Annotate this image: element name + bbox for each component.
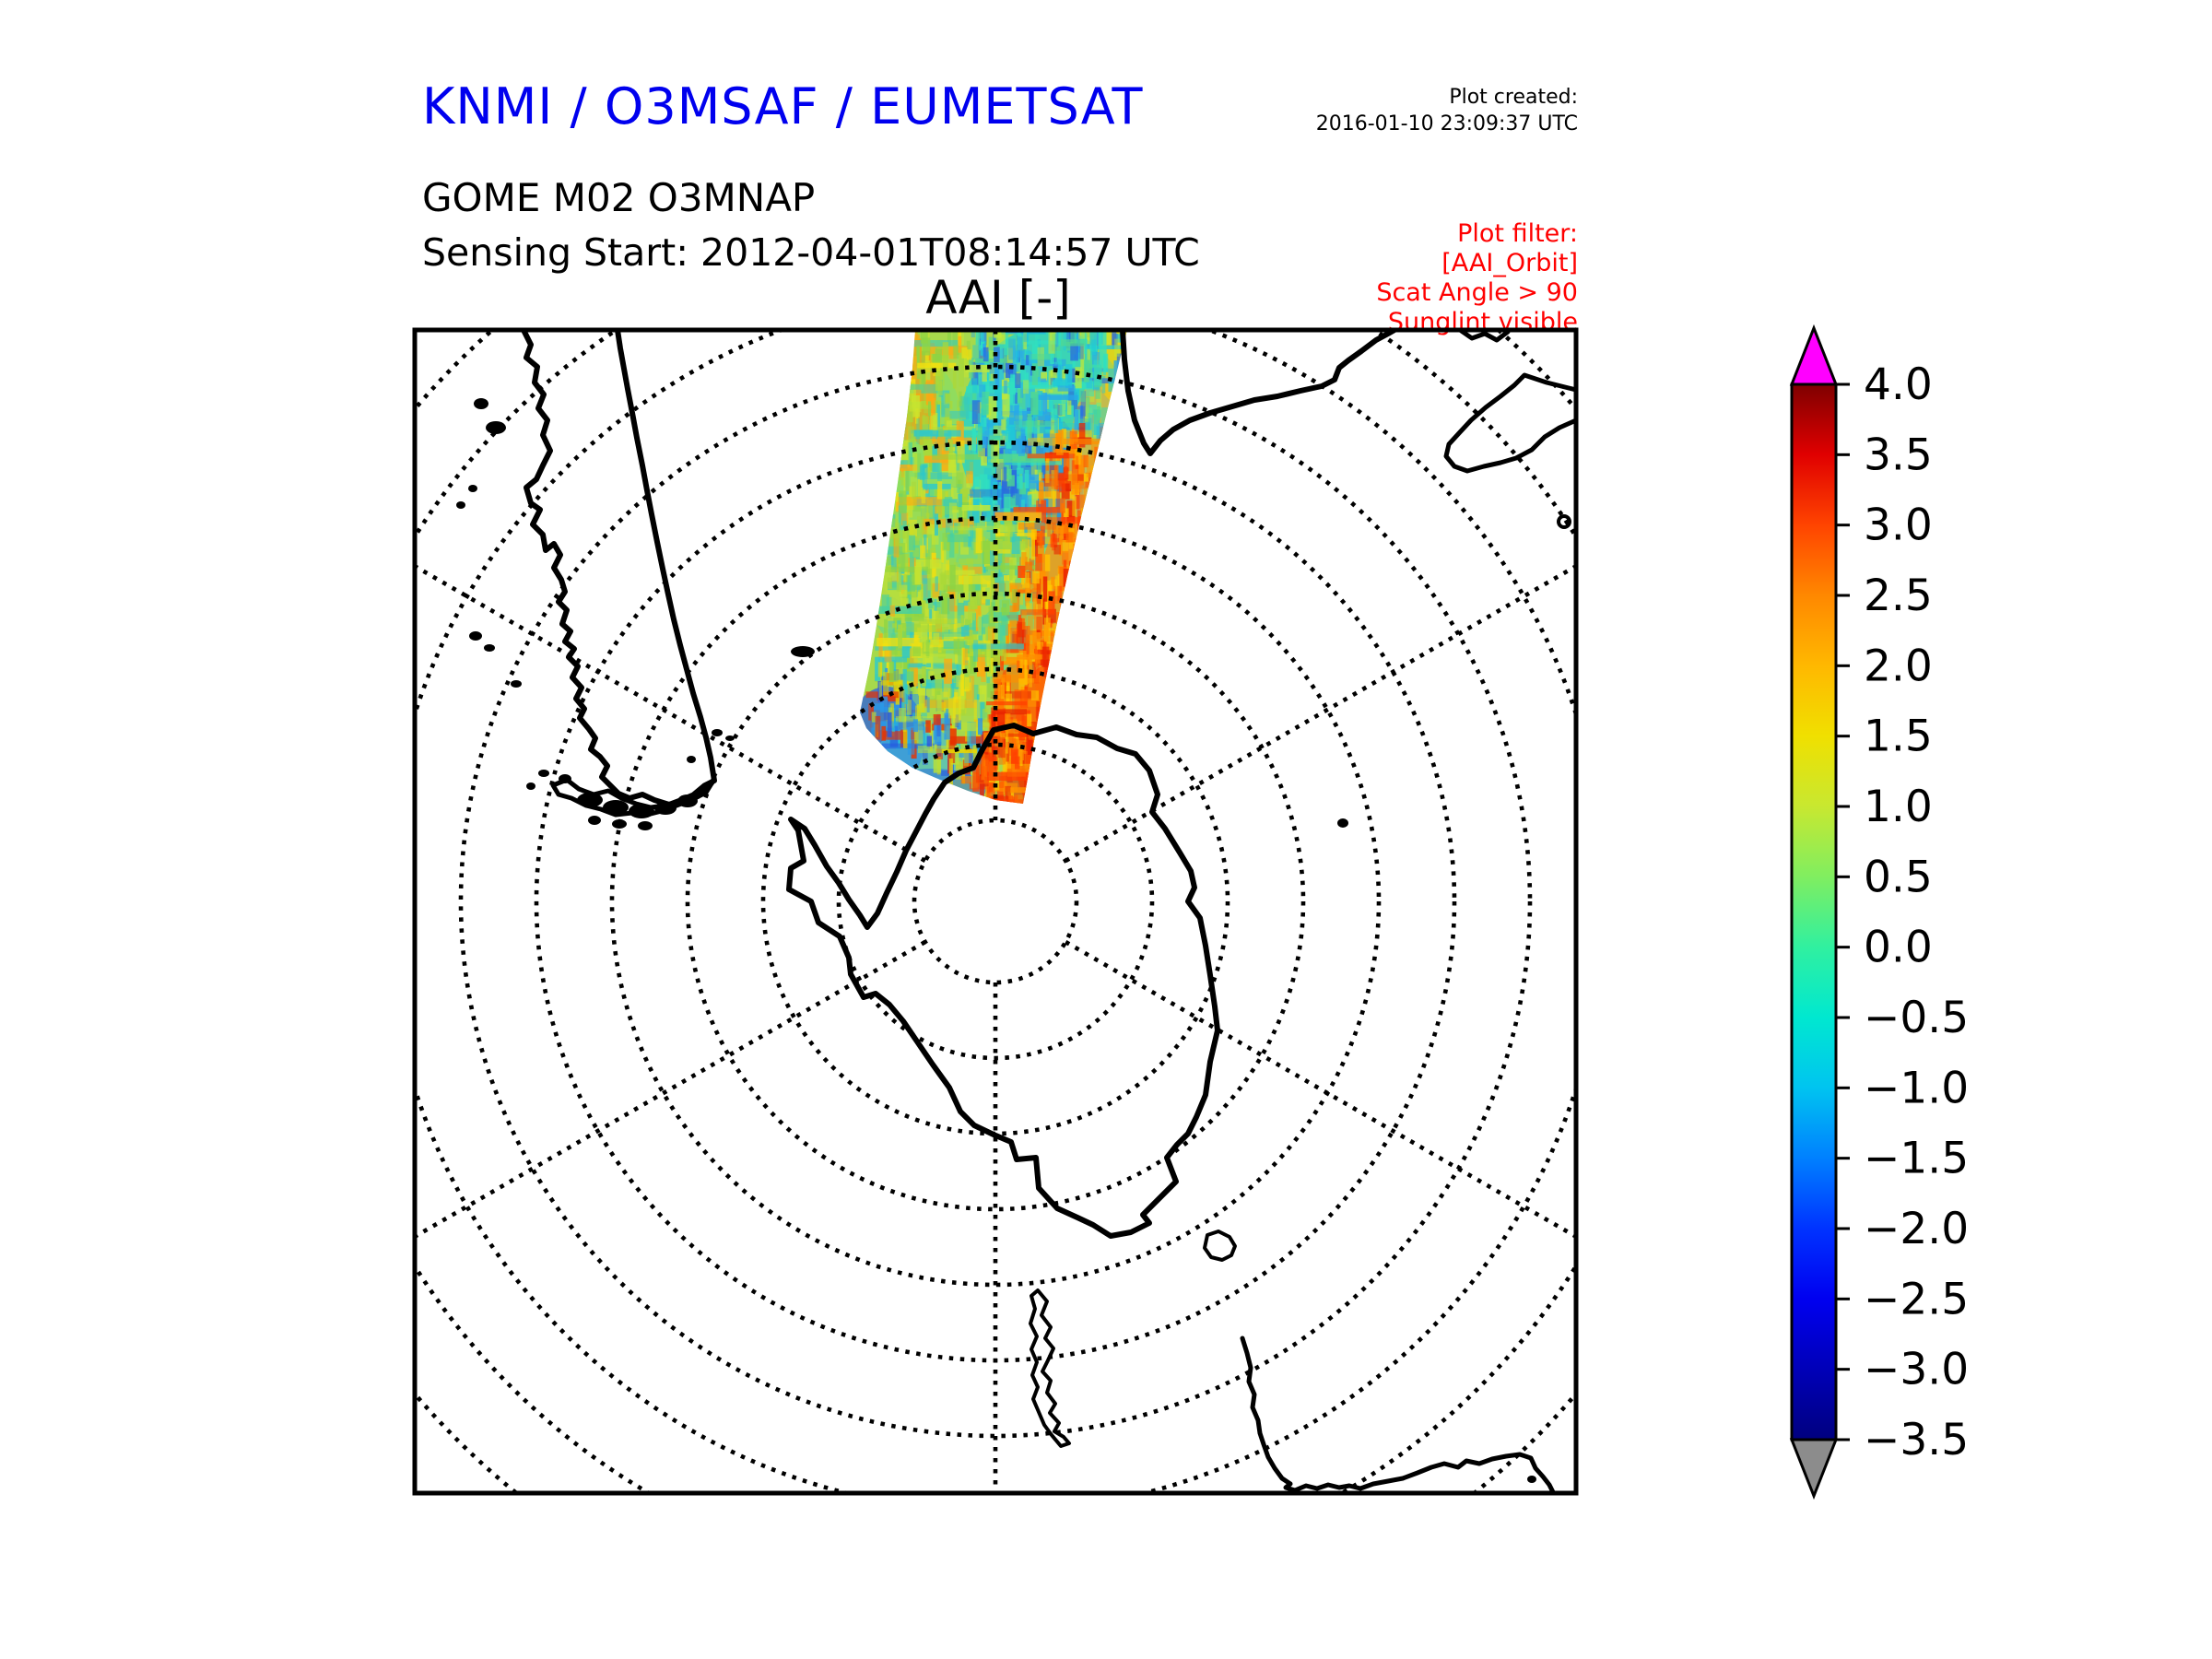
colorbar-tick-label: 3.0 <box>1864 500 1933 551</box>
colorbar-tick-label: 3.5 <box>1864 429 1933 480</box>
colorbar-tick-label: 1.5 <box>1864 712 1933 762</box>
sensing-start-label: Sensing Start: 2012-04-01T08:14:57 UTC <box>422 230 1200 275</box>
island <box>687 756 696 763</box>
island <box>484 644 495 652</box>
plot-created-label: Plot created: <box>1449 86 1578 109</box>
aai-swath <box>860 330 1127 804</box>
island <box>712 729 723 736</box>
island <box>538 770 549 777</box>
plot-created-block: Plot created: 2016-01-10 23:09:37 UTC <box>1235 85 1578 137</box>
colorbar-under-arrow <box>1789 1438 1839 1500</box>
colorbar-tick-label: 1.0 <box>1864 782 1933 832</box>
new-zealand <box>1029 1288 1071 1448</box>
meridian-line <box>415 563 926 863</box>
graticule <box>415 330 1576 1493</box>
plot-filter-line: [AAI_Orbit] <box>1441 248 1578 277</box>
island <box>1337 818 1348 828</box>
colorbar-tick-label: −1.0 <box>1864 1063 1969 1113</box>
colorbar-tick-label: −0.5 <box>1864 993 1969 1043</box>
island <box>1527 1476 1536 1483</box>
polar-map-canvas <box>412 327 1579 1496</box>
island <box>588 816 601 825</box>
latitude-circle <box>458 364 1533 1439</box>
colorbar-tick-label: 0.0 <box>1864 923 1933 973</box>
island <box>577 793 603 807</box>
org-title: KNMI / O3MSAF / EUMETSAT <box>422 77 1144 135</box>
meridian-line <box>1065 940 1576 1240</box>
colorbar-tick-label: −2.5 <box>1864 1274 1969 1324</box>
colorbar-tick-label: 2.5 <box>1864 571 1933 621</box>
south-america-east-coast <box>615 330 717 783</box>
map-frame <box>412 327 1579 1496</box>
colorbar-tick-label: −3.5 <box>1864 1415 1969 1465</box>
plot-filter-note: Plot filter: [AAI_Orbit] Scat Angle > 90… <box>1235 219 1578 336</box>
meridian-line <box>415 940 926 1240</box>
island <box>469 631 482 641</box>
island <box>654 802 677 815</box>
island <box>603 800 629 815</box>
island <box>486 421 506 434</box>
colorbar-tick-label: −3.0 <box>1864 1345 1969 1395</box>
island <box>638 821 653 830</box>
island <box>526 782 535 790</box>
island <box>468 485 477 492</box>
island <box>725 735 735 741</box>
africa <box>1120 330 1397 456</box>
meridian-line <box>1065 563 1576 863</box>
product-name: GOME M02 O3MNAP <box>422 175 816 220</box>
coastlines <box>456 330 1576 1493</box>
latitude-circle <box>760 666 1230 1136</box>
island <box>456 501 465 509</box>
plot-filter-line: Scat Angle > 90 <box>1376 277 1578 307</box>
island <box>1557 514 1571 529</box>
madagascar-south <box>1443 372 1576 474</box>
tasmania <box>1203 1230 1237 1262</box>
colorbar-tick-label: −2.0 <box>1864 1204 1969 1254</box>
colorbar-tick-label: 2.0 <box>1864 641 1933 691</box>
colorbar-gradient <box>1790 382 1838 1441</box>
island <box>677 794 698 807</box>
latitude-circle <box>912 818 1079 985</box>
colorbar-tick-label: 0.5 <box>1864 852 1933 902</box>
australia-east-and-north-coast <box>1240 1335 1556 1493</box>
colorbar-tick-label: −1.5 <box>1864 1134 1969 1184</box>
plot-filter-line: Plot filter: <box>1457 219 1578 248</box>
island <box>511 680 522 688</box>
island <box>559 774 571 783</box>
tierra-del-fuego <box>550 777 716 818</box>
island <box>474 398 488 409</box>
colorbar-over-arrow <box>1789 324 1839 386</box>
island <box>629 804 654 818</box>
africa-east-fragment <box>1457 330 1511 343</box>
map-title: AAI [-] <box>925 271 1071 324</box>
colorbar-tick-label: 4.0 <box>1864 359 1933 410</box>
south-america-west-coast <box>521 330 716 807</box>
antarctica <box>786 723 1220 1239</box>
colorbar: 4.0 3.5 3.0 2.5 2.0 1.5 1.0 0.5 0.0 −0.5 −1.0 −1.5 −… <box>1789 324 1969 1500</box>
plot-created-timestamp: 2016-01-10 23:09:37 UTC <box>1315 112 1578 135</box>
island <box>612 819 627 829</box>
latitude-circle <box>836 742 1155 1061</box>
latitude-circle <box>685 591 1306 1212</box>
